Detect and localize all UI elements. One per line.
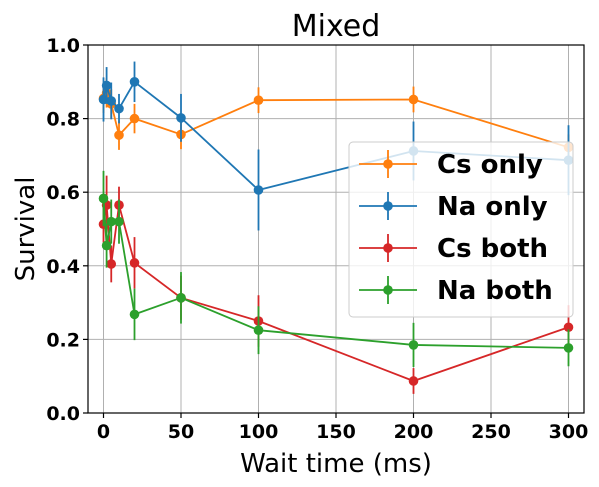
legend-label: Cs both [437,234,548,264]
chart-title: Mixed [292,9,381,44]
legend-marker [383,285,393,295]
data-point [563,343,574,353]
legend-box [348,141,574,318]
data-point [114,130,124,140]
legend-marker [383,159,393,169]
x-tick-label: 300 [549,421,589,443]
data-point [408,376,419,386]
data-point [129,309,140,320]
data-point [408,340,419,350]
data-point [563,322,574,333]
legend-label: Na both [437,276,553,306]
data-point [101,80,112,91]
data-point [129,77,140,87]
data-point [114,103,124,114]
x-tick-label: 50 [168,421,194,443]
legend-entry: Na only [359,192,548,222]
data-point [253,95,264,105]
legend-entry: Na both [359,276,553,306]
y-tick-label: 0.4 [46,256,80,278]
legend: Cs only Na only Cs both Na both [348,141,574,318]
data-point [408,94,419,105]
axes: 0 50 100 150 200 250 300 0.0 0.2 0.4 0.6 0.8 1.0 [46,35,588,443]
x-axis-label: Wait time (ms) [240,449,432,479]
x-tick-label: 200 [394,421,434,443]
data-point [98,193,109,204]
y-axis-label: Survival [11,177,41,282]
data-point [106,259,117,269]
data-point [129,258,140,268]
series-na-both [98,170,574,367]
data-point [176,113,186,123]
data-point [253,185,264,195]
data-point [101,240,112,251]
legend-entry: Cs both [359,234,548,264]
y-tick-label: 0.0 [46,403,80,425]
legend-label: Cs only [437,150,543,180]
data-point [106,216,117,227]
legend-marker [383,201,393,211]
legend-entry: Cs only [359,150,543,180]
y-tick-label: 0.8 [46,109,80,131]
x-tick-label: 100 [239,421,279,443]
data-point [106,96,117,106]
data-point [176,293,186,303]
legend-label: Na only [437,192,548,222]
data-point [114,216,124,227]
y-tick-label: 0.2 [46,329,80,351]
x-tick-label: 0 [97,421,110,443]
data-point [129,113,140,124]
legend-marker [383,243,393,253]
data-point [253,325,264,336]
x-tick-label: 150 [316,421,356,443]
x-tick-label: 250 [471,421,511,443]
y-tick-label: 1.0 [46,35,80,57]
y-tick-label: 0.6 [46,182,80,204]
